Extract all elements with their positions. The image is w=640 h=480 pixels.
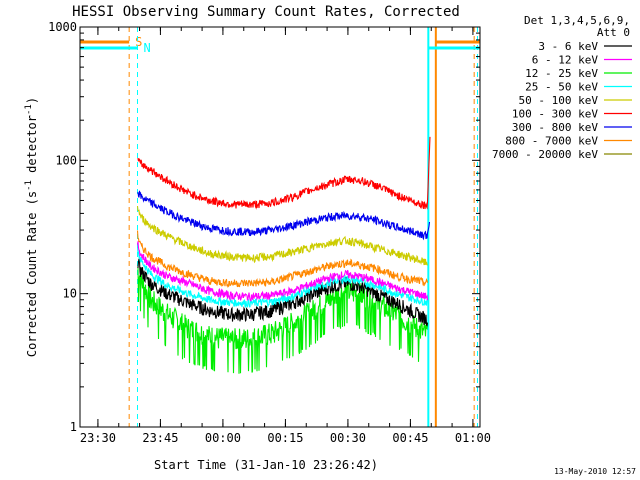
legend-entry-label: 6 - 12 keV <box>532 54 599 67</box>
legend-entry-label: 300 - 800 keV <box>512 121 598 134</box>
series-layer <box>136 136 431 374</box>
marker-label: S <box>135 35 142 49</box>
series-line-3 <box>136 244 429 309</box>
series-line-6 <box>137 190 431 241</box>
legend-header-line2: Att 0 <box>597 26 630 39</box>
y-axis-label-end: ) <box>25 97 39 104</box>
y-tick-label: 1000 <box>48 20 77 34</box>
series-line-1 <box>136 241 429 302</box>
chart-title: HESSI Observing Summary Count Rates, Cor… <box>72 4 460 20</box>
y-axis-label-mid: detector <box>25 115 39 180</box>
legend-entry-label: 25 - 50 keV <box>525 81 598 94</box>
legend-entry-label: 7000 - 20000 keV <box>492 148 598 161</box>
x-tick-label: 23:45 <box>142 431 178 445</box>
x-axis-label: Start Time (31-Jan-10 23:26:42) <box>154 458 378 472</box>
legend-entry-label: 12 - 25 keV <box>525 67 598 80</box>
axes: 23:30 23:45 00:00 00:15 00:30 00:45 01:00 1 10 10… <box>48 20 491 445</box>
y-axis-label-sup2: -1 <box>24 104 34 115</box>
legend-entry-label: 100 - 300 keV <box>512 108 598 121</box>
x-tick-label: 00:45 <box>392 431 428 445</box>
series-line-7 <box>136 230 429 288</box>
x-tick-label: 23:30 <box>80 431 116 445</box>
legend-entry-label: 3 - 6 keV <box>538 40 598 53</box>
x-tick-label: 00:00 <box>205 431 241 445</box>
series-line-0 <box>137 258 429 327</box>
legend-entry-label: 800 - 7000 keV <box>505 135 598 148</box>
series-line-5 <box>137 136 431 210</box>
footer-date: 13-May-2010 12:57 <box>554 467 636 476</box>
plot-frame <box>79 26 481 428</box>
legend-header-line1: Det 1,3,4,5,6,9, <box>524 14 630 27</box>
y-axis-label-main: Corrected Count Rate (s <box>25 191 39 357</box>
y-tick-label: 1 <box>70 420 77 434</box>
y-axis-label: Corrected Count Rate (s-1 detector-1) <box>24 97 39 357</box>
x-tick-label: 00:30 <box>330 431 366 445</box>
legend-entry-label: 50 - 100 keV <box>519 94 599 107</box>
y-axis-label-sup1: -1 <box>24 180 34 191</box>
x-tick-label: 01:00 <box>455 431 491 445</box>
series-line-4 <box>136 205 428 266</box>
y-tick-label: 10 <box>63 287 77 301</box>
marker-label: N <box>144 41 151 55</box>
x-tick-label: 00:15 <box>267 431 303 445</box>
y-tick-label: 100 <box>55 153 77 167</box>
